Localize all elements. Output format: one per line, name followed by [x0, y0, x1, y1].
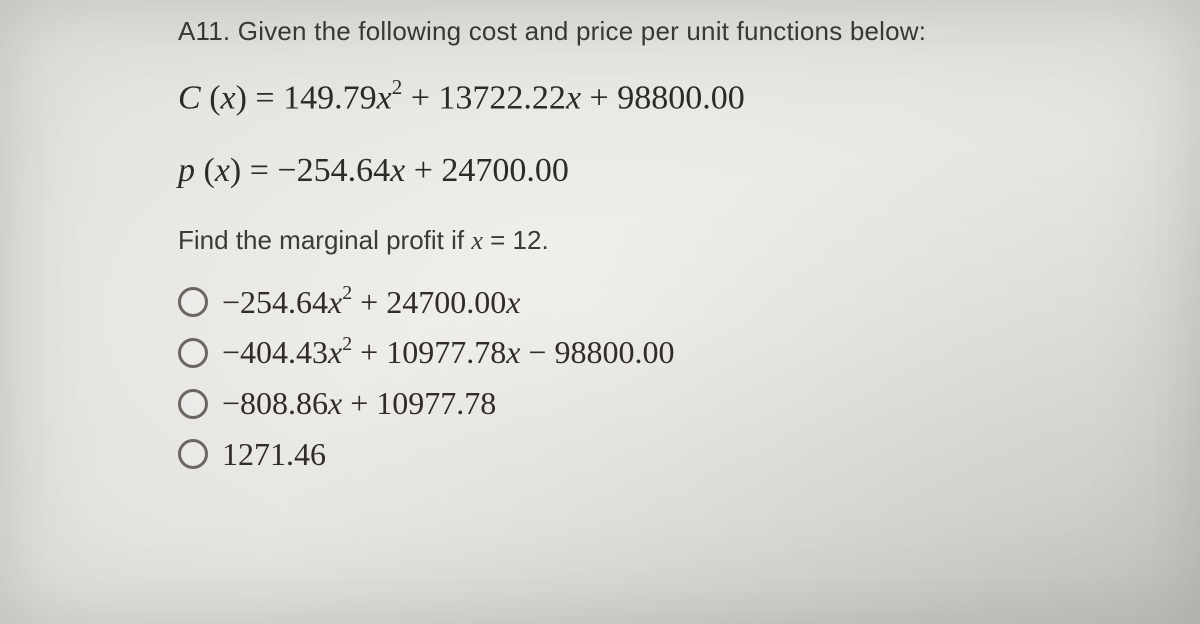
option-b-label: −404.43x2 + 10977.78x − 98800.00	[222, 330, 674, 375]
options-group: −254.64x2 + 24700.00x −404.43x2 + 10977.…	[178, 280, 1138, 477]
radio-icon[interactable]	[178, 439, 208, 469]
option-d-text: 1271.46	[222, 436, 326, 472]
instruction-suffix: .	[541, 225, 548, 255]
radio-icon[interactable]	[178, 338, 208, 368]
instruction-value: 12	[513, 225, 542, 255]
option-c[interactable]: −808.86x + 10977.78	[178, 381, 1138, 426]
instruction-prefix: Find the marginal profit if	[178, 225, 471, 255]
question-prompt: A11. Given the following cost and price …	[178, 16, 1138, 47]
option-a[interactable]: −254.64x2 + 24700.00x	[178, 280, 1138, 325]
option-c-label: −808.86x + 10977.78	[222, 381, 496, 426]
question-text: Given the following cost and price per u…	[238, 16, 926, 46]
question-block: A11. Given the following cost and price …	[178, 16, 1138, 483]
cost-function: C (x) = 149.79x2 + 13722.22x + 98800.00	[178, 77, 1138, 117]
question-number: A11.	[178, 16, 230, 46]
instruction: Find the marginal profit if x = 12.	[178, 225, 1138, 256]
page-surface: A11. Given the following cost and price …	[0, 0, 1200, 624]
instruction-var: x	[471, 226, 483, 255]
option-d[interactable]: 1271.46	[178, 432, 1138, 477]
radio-icon[interactable]	[178, 287, 208, 317]
option-b[interactable]: −404.43x2 + 10977.78x − 98800.00	[178, 330, 1138, 375]
option-d-label: 1271.46	[222, 432, 326, 477]
option-a-label: −254.64x2 + 24700.00x	[222, 280, 520, 325]
price-function: p (x) = −254.64x + 24700.00	[178, 151, 1138, 190]
instruction-eq: =	[483, 225, 513, 255]
radio-icon[interactable]	[178, 389, 208, 419]
